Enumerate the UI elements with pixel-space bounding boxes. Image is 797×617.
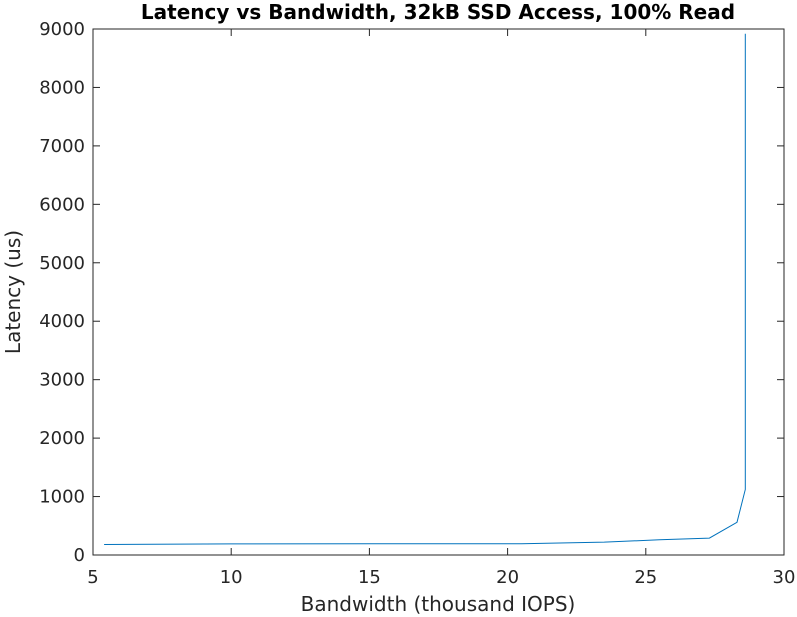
series-layer [104,33,746,545]
y-axis-label: Latency (us) [1,230,25,354]
y-tick-label: 1000 [39,487,85,508]
x-tick-label: 15 [358,567,381,588]
y-tick-label: 9000 [39,19,85,40]
axes-box [92,28,785,556]
x-tick-label: 5 [87,567,98,588]
plot-area [92,28,785,556]
x-axis: 5 10 15 20 25 30 [87,29,795,588]
y-tick-label: 6000 [39,194,85,215]
y-tick-label: 4000 [39,311,85,332]
chart-title: Latency vs Bandwidth, 32kB SSD Access, 1… [141,0,735,24]
y-axis: 0 1000 2000 3000 4000 5000 6000 7000 8000 9000 [39,19,784,566]
x-tick-label: 20 [496,567,519,588]
x-axis-label: Bandwidth (thousand IOPS) [301,592,576,616]
y-tick-label: 3000 [39,370,85,391]
x-tick-label: 25 [634,567,657,588]
y-tick-label: 0 [74,545,85,566]
series-line-0 [104,33,746,545]
x-tick-label: 30 [773,567,796,588]
x-tick-label: 10 [220,567,243,588]
y-tick-label: 2000 [39,428,85,449]
y-tick-label: 5000 [39,253,85,274]
y-tick-label: 7000 [39,136,85,157]
y-tick-label: 8000 [39,77,85,98]
